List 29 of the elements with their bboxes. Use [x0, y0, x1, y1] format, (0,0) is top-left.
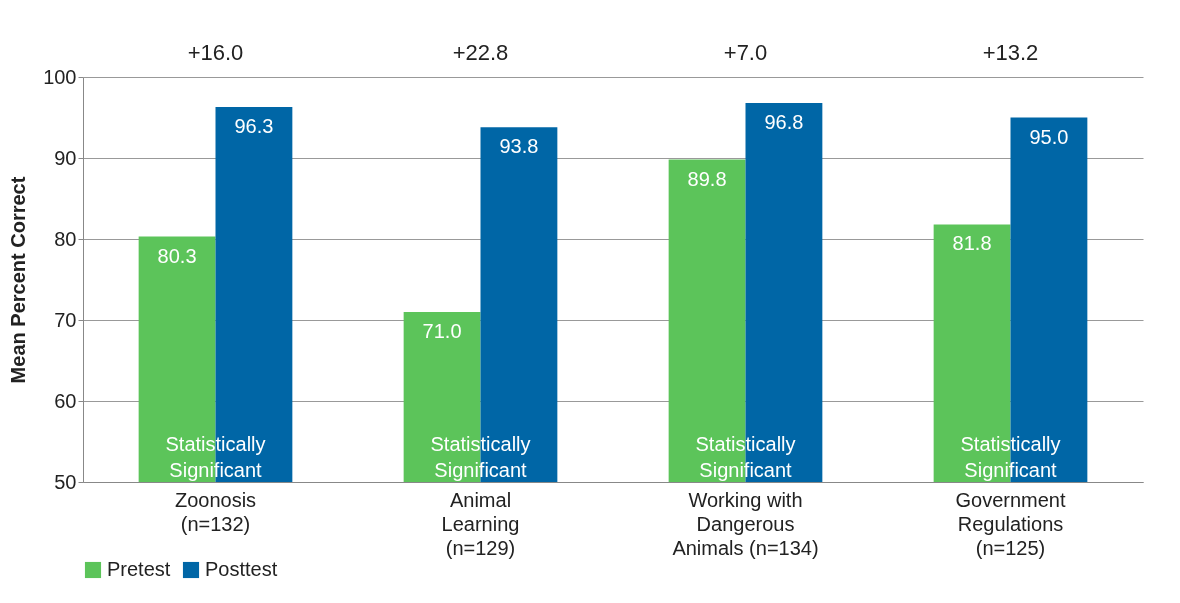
data-label: 95.0	[1029, 125, 1069, 148]
data-label: 96.8	[764, 110, 804, 133]
text: +16.0	[187, 40, 244, 65]
y-tick-label: 50	[54, 470, 77, 493]
y-tick-label: 70	[54, 308, 77, 331]
data-label: 81.8	[952, 232, 992, 255]
data-label: 71.0	[422, 319, 462, 342]
text: +13.2	[982, 40, 1039, 65]
data-label: 89.8	[687, 167, 727, 190]
y-tick-label: 60	[54, 389, 77, 412]
legend-label: Posttest	[205, 558, 278, 580]
text: +7.0	[723, 40, 768, 65]
text: +22.8	[452, 40, 509, 65]
x-tick-label: Zoonosis (n=132)	[174, 488, 257, 535]
data-label: 96.3	[234, 114, 274, 137]
data-label: 80.3	[157, 244, 197, 267]
annotation: Statistically Significant	[165, 433, 266, 481]
y-tick-label: 100	[43, 65, 77, 88]
annotation: Statistically Significant	[960, 433, 1061, 481]
data-label: 93.8	[499, 135, 539, 158]
annotation: Statistically Significant	[695, 433, 796, 481]
y-tick-label: 80	[54, 227, 77, 250]
x-tick-label: Government Regulations (n=125)	[955, 488, 1066, 559]
y-tick-label: 90	[54, 146, 77, 169]
x-tick-label: Working with Dangerous Animals (n=134)	[672, 488, 819, 559]
legend-label: Pretest	[107, 558, 171, 580]
x-tick-label: Animal Learning (n=129)	[441, 488, 520, 559]
y-axis-title: Mean Percent Correct	[7, 176, 30, 384]
annotation: Statistically Significant	[430, 433, 531, 481]
